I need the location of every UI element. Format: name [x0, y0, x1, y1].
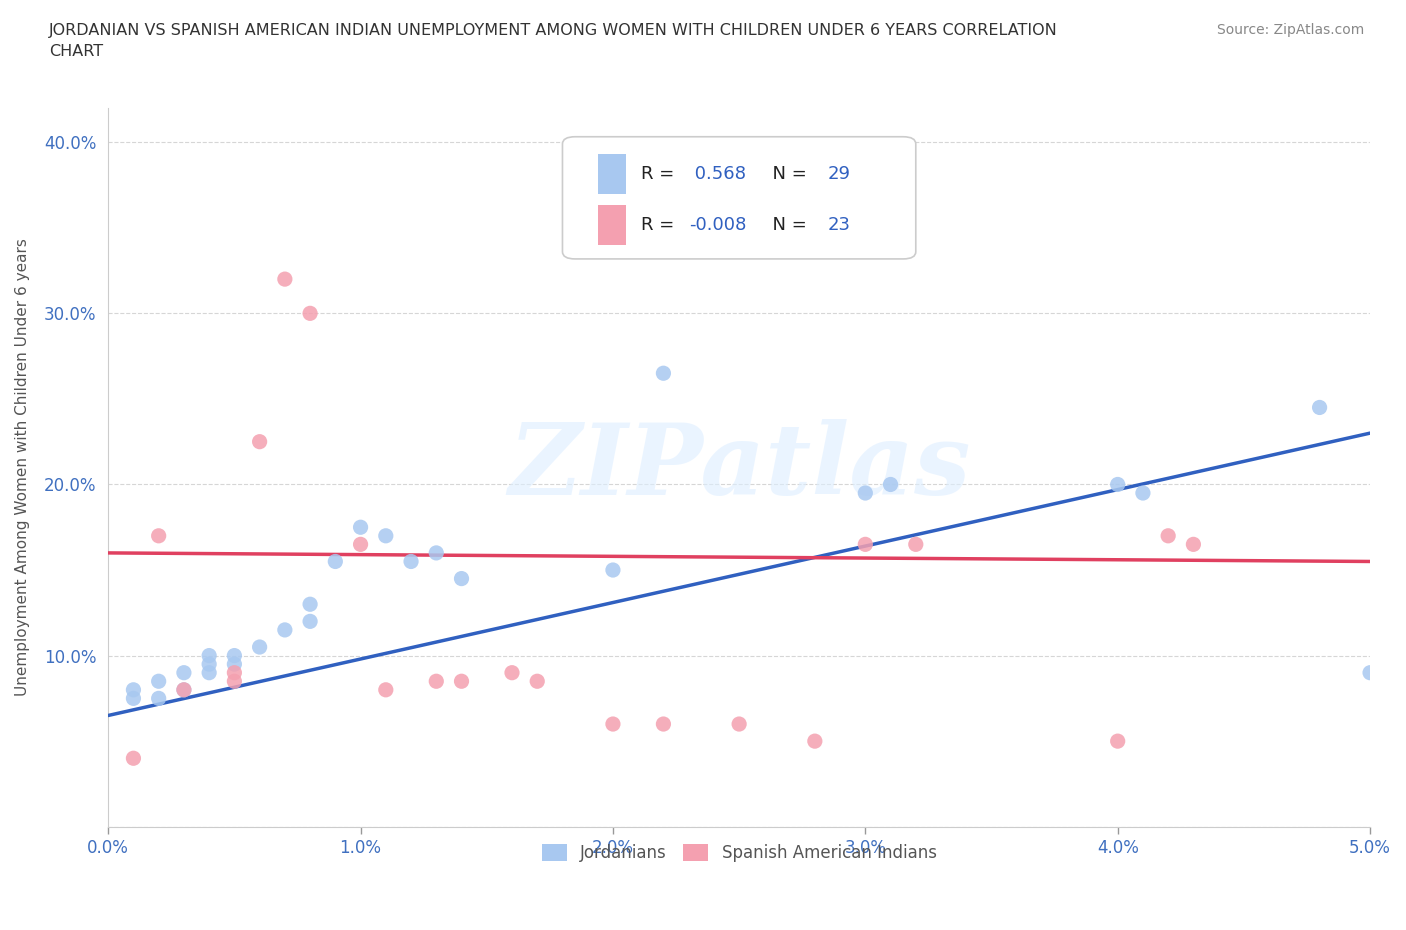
Point	[274, 622, 297, 637]
Text: R =: R =	[641, 166, 679, 183]
Text: 29: 29	[828, 166, 851, 183]
Point	[1358, 665, 1381, 680]
Point	[904, 537, 927, 551]
Point	[652, 365, 675, 380]
Text: -0.008: -0.008	[689, 216, 747, 233]
Point	[224, 674, 246, 689]
Point	[122, 683, 145, 698]
Point	[450, 674, 472, 689]
Y-axis label: Unemployment Among Women with Children Under 6 years: Unemployment Among Women with Children U…	[15, 238, 30, 697]
Point	[122, 751, 145, 765]
Point	[249, 640, 271, 655]
Point	[173, 683, 195, 698]
Text: R =: R =	[641, 216, 679, 233]
Point	[323, 554, 346, 569]
FancyBboxPatch shape	[562, 137, 915, 259]
Point	[349, 537, 371, 551]
Point	[374, 683, 396, 698]
Point	[198, 657, 221, 671]
Point	[1132, 485, 1154, 500]
Point	[173, 683, 195, 698]
Point	[349, 520, 371, 535]
Point	[501, 665, 523, 680]
Text: ZIPatlas: ZIPatlas	[508, 419, 970, 515]
Point	[804, 734, 827, 749]
Point	[148, 674, 170, 689]
Point	[249, 434, 271, 449]
Point	[224, 648, 246, 663]
Text: 23: 23	[828, 216, 851, 233]
Point	[198, 665, 221, 680]
Point	[299, 597, 322, 612]
Point	[1157, 528, 1180, 543]
FancyBboxPatch shape	[598, 154, 626, 193]
Point	[399, 554, 422, 569]
FancyBboxPatch shape	[598, 205, 626, 245]
Text: Source: ZipAtlas.com: Source: ZipAtlas.com	[1216, 23, 1364, 37]
Point	[198, 648, 221, 663]
Point	[299, 614, 322, 629]
Point	[450, 571, 472, 586]
Text: N =: N =	[761, 166, 813, 183]
Point	[299, 306, 322, 321]
Point	[224, 657, 246, 671]
Point	[425, 546, 447, 561]
Point	[1182, 537, 1205, 551]
Point	[224, 665, 246, 680]
Point	[652, 717, 675, 732]
Point	[526, 674, 548, 689]
Point	[374, 528, 396, 543]
Text: JORDANIAN VS SPANISH AMERICAN INDIAN UNEMPLOYMENT AMONG WOMEN WITH CHILDREN UNDE: JORDANIAN VS SPANISH AMERICAN INDIAN UNE…	[49, 23, 1057, 60]
Point	[425, 674, 447, 689]
Point	[122, 691, 145, 706]
Point	[173, 665, 195, 680]
Point	[853, 485, 876, 500]
Point	[602, 717, 624, 732]
Point	[853, 537, 876, 551]
Point	[879, 477, 901, 492]
Point	[602, 563, 624, 578]
Point	[1107, 734, 1129, 749]
Point	[1309, 400, 1331, 415]
Text: N =: N =	[761, 216, 813, 233]
Point	[148, 528, 170, 543]
Text: 0.568: 0.568	[689, 166, 745, 183]
Point	[1107, 477, 1129, 492]
Point	[728, 717, 751, 732]
Point	[148, 691, 170, 706]
Legend: Jordanians, Spanish American Indians: Jordanians, Spanish American Indians	[534, 837, 943, 869]
Point	[274, 272, 297, 286]
